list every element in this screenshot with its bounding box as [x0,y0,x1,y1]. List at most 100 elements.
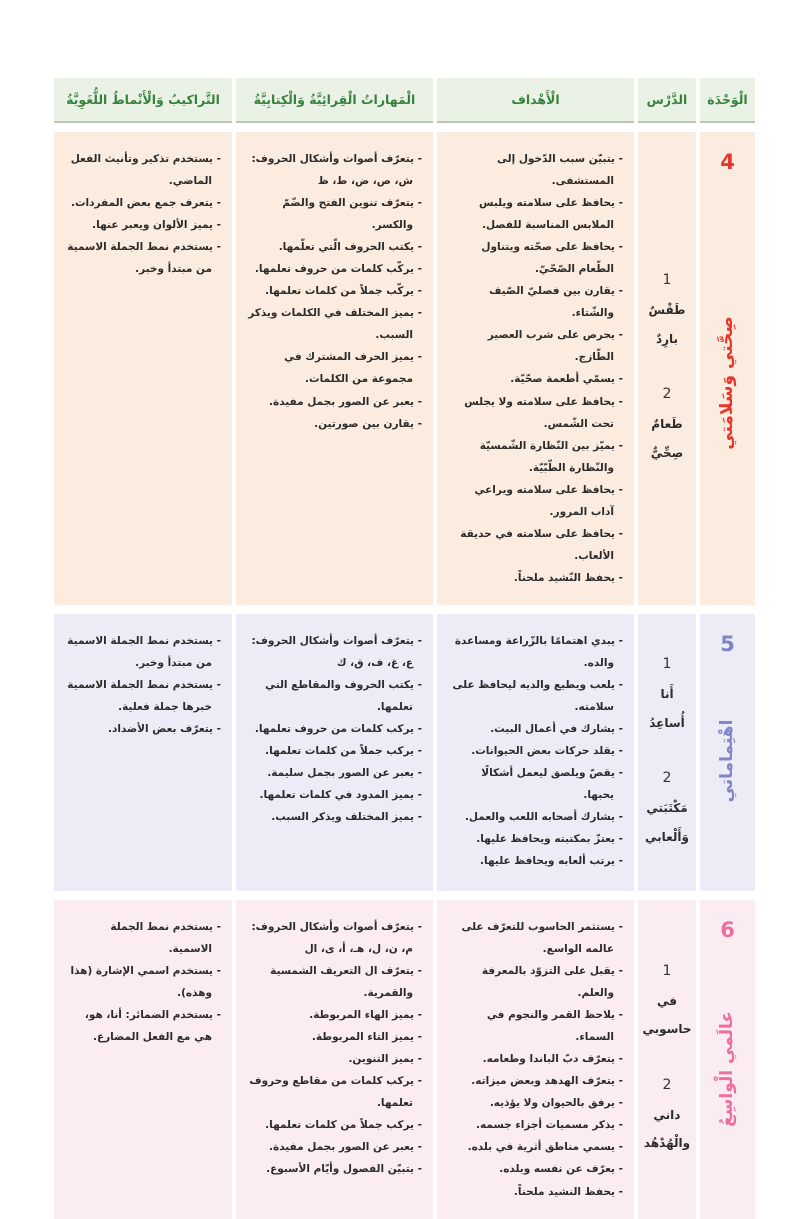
skill-item: يميز المختلف في الكلمات ويذكر السبب. [247,302,422,346]
unit-title: اهْتِماماتي [716,719,737,803]
lesson: 1 في حاسوبي [642,960,692,1044]
lesson-number: 1 [662,656,672,673]
unit-title: عالَمي الْواسِعُ [716,1010,737,1127]
unit-title: صِحَّتي وَسَلامَتي [716,315,737,450]
lesson-title: في حاسوبي [642,993,692,1037]
objective-item: يقلد حركات بعض الحيوانات. [448,740,623,762]
skill-item: يركب كلمات من حروف تعلمها. [247,718,422,740]
structure-item: يستخدم اسمي الإشارة (هذا وهذه). [65,960,221,1004]
skill-item: يعبر عن الصور بجمل مفيدة. [247,391,422,413]
lesson-title: مَكْتَبَتي وَأَلْعابي [644,800,689,844]
lesson-title: طَقْسٌ بارِدٌ [648,302,686,346]
skill-item: يتعرّف أصوات وأشكال الحروف: ع، غ، ف، ق، … [247,630,422,674]
curriculum-table: الْوَحْدَة الدَّرْس الْأَهْداف الْمَهارا… [54,78,755,1219]
skills-cell: يتعرّف أصوات وأشكال الحروف: ش، ص، ض، ط، … [236,132,433,605]
objective-item: يذكر مسميات أجزاء جسمه. [448,1114,623,1136]
unit-number: 6 [720,917,735,942]
structure-item: يستخدم نمط الجملة الاسمية. [65,916,221,960]
header-skills: الْمَهاراتُ الْقِرائِيَّةُ وَالْكِتابِيَ… [236,78,433,123]
skill-item: يركّب جملاً من كلمات تعلمها. [247,280,422,302]
skill-item: يميز الهاء المربوطة. [247,1004,422,1026]
skill-item: يتعرّف أصوات وأشكال الحروف: م، ن، ل، هـ،… [247,916,422,960]
lesson-cell: 1 في حاسوبي 2 داني والْهُدْهُد [638,899,696,1219]
objective-item: يبدي اهتمامًا بالزّراعة ومساعدة والده. [448,630,623,674]
unit-number: 4 [720,150,735,174]
objective-item: يسمّي أطعمة صحّيّة. [448,368,623,390]
lesson-title: أَنا أُساعِدُ [649,686,685,730]
objective-item: يحافظ على سلامته في حديقة الألعاب. [448,523,623,567]
lesson: 1 طَقْسٌ بارِدٌ [642,269,692,353]
structure-item: يستخدم نمط الجملة الاسمية من مبتدأ وخبر. [65,236,221,280]
skill-item: يكتب الحروف والمقاطع التي تعلمها. [247,674,422,718]
lesson-number: 1 [662,963,672,980]
unit-cell: 5 اهْتِماماتي [700,613,755,891]
objective-item: يحافظ على سلامته ولا يجلس تحت الشّمس. [448,391,623,435]
lesson-number: 2 [662,386,672,403]
objective-item: يلاحظ القمر والنجوم في السماء. [448,1004,623,1048]
structure-item: يستخدم تذكير وتأنيث الفعل الماضي. [65,148,221,192]
skill-item: يميز التنوين. [247,1048,422,1070]
unit-cell: 6 عالَمي الْواسِعُ [700,899,755,1219]
skill-item: يميز المختلف ويذكر السبب. [247,806,422,828]
structures-cell: يستخدم نمط الجملة الاسمية.يستخدم اسمي ال… [54,899,232,1219]
objective-item: يحفظ النّشيد ملحناً. [448,567,623,589]
objective-item: يشارك في أعمال البيت. [448,718,623,740]
lesson: 2 داني والْهُدْهُد [642,1074,692,1158]
skill-item: يكتب الحروف الّتي تعلّمها. [247,236,422,258]
lesson-title: طَعامٌ صِحِّيٌّ [650,416,684,460]
skill-item: يركب جملاً من كلمات تعلمها. [247,1114,422,1136]
objective-item: يقصّ ويلصق ليعمل أشكالًا يحبها. [448,762,623,806]
unit-number: 5 [720,631,735,656]
structures-cell: يستخدم تذكير وتأنيث الفعل الماضي.يتعرف ج… [54,132,232,605]
objective-item: يتعرّف الهدهد وبعض ميزاته. [448,1070,623,1092]
objective-item: يلعب ويطيع والديه ليحافظ على سلامته. [448,674,623,718]
skill-item: يعبر عن الصور بجمل سليمة. [247,762,422,784]
skill-item: يتبيّن الفصول وأيّام الأسبوع. [247,1158,422,1180]
objective-item: يعرّف عن نفسه وبلده. [448,1158,623,1180]
objective-item: يميّز بين النّظارة الشّمسيّة والنّظارة ا… [448,435,623,479]
lesson-cell: 1 طَقْسٌ بارِدٌ 2 طَعامٌ صِحِّيٌّ [638,132,696,605]
skill-item: يتعرّف تنوين الفتح والضّمّ والكسر. [247,192,422,236]
skill-item: يميز الحرف المشترك في مجموعة من الكلمات. [247,346,422,390]
header-objectives: الْأَهْداف [437,78,634,123]
objective-item: يقارن بين فصليّ الصّيف والشّتاء. [448,280,623,324]
objective-item: يحرص على شرب العصير الطّازج. [448,324,623,368]
objective-item: يسمي مناطق أثرية في بلده. [448,1136,623,1158]
structure-item: يستخدم نمط الجملة الاسمية خبرها جملة فعل… [65,674,221,718]
skill-item: يعبر عن الصور بجمل مفيدة. [247,1136,422,1158]
lesson-number: 1 [662,272,672,289]
skill-item: يركب جملاً من كلمات تعلمها. [247,740,422,762]
structure-item: يستخدم الضمائر: أنا، هو، هي مع الفعل الم… [65,1004,221,1048]
skill-item: يتعرّف أصوات وأشكال الحروف: ش، ص، ض، ط، … [247,148,422,192]
objective-item: يتعرّف دبّ الباندا وطعامه. [448,1048,623,1070]
structure-item: يتعرّف بعض الأضداد. [65,718,221,740]
objective-item: يحافظ على سلامته ويلبس الملابس المناسبة … [448,192,623,236]
objectives-cell: يبدي اهتمامًا بالزّراعة ومساعدة والده.يل… [437,613,634,891]
objectives-cell: يتبيّن سبب الدّخول إلى المستشفى.يحافظ عل… [437,132,634,605]
structure-item: يميز الألوان ويعبر عنها. [65,214,221,236]
objective-item: يستثمر الحاسوب للتعرّف على عالمه الواسع. [448,916,623,960]
objective-item: يقبل على التزوّد بالمعرفة والعلم. [448,960,623,1004]
objective-item: يعتزّ بمكتبته ويحافظ عليها. [448,828,623,850]
header-unit: الْوَحْدَة [700,78,755,123]
structure-item: يتعرف جمع بعض المفردات. [65,192,221,214]
objective-item: يتبيّن سبب الدّخول إلى المستشفى. [448,148,623,192]
lesson: 2 طَعامٌ صِحِّيٌّ [642,383,692,467]
lesson-cell: 1 أَنا أُساعِدُ 2 مَكْتَبَتي وَأَلْعابي [638,613,696,891]
skill-item: يركب كلمات من مقاطع وحروف تعلمها. [247,1070,422,1114]
lesson-number: 2 [662,770,672,787]
objective-item: يحفظ النشيد ملحناً. [448,1181,623,1203]
header-structures: التَّراكيبُ وَالْأَنْماطُ اللُّغَوِيَّةُ [54,78,232,123]
objective-item: يرفق بالحيوان ولا يؤذيه. [448,1092,623,1114]
structures-cell: يستخدم نمط الجملة الاسمية من مبتدأ وخبر.… [54,613,232,891]
lesson: 2 مَكْتَبَتي وَأَلْعابي [642,767,692,851]
skill-item: يقارن بين صورتين. [247,413,422,435]
objective-item: يشارك أصحابه اللعب والعمل. [448,806,623,828]
skills-cell: يتعرّف أصوات وأشكال الحروف: ع، غ، ف، ق، … [236,613,433,891]
skill-item: يركّب كلمات من حروف تعلمها. [247,258,422,280]
objective-item: يحافظ على صحّته ويتناول الطّعام الصّحّيّ… [448,236,623,280]
skill-item: يميز المدود في كلمات تعلمها. [247,784,422,806]
lesson: 1 أَنا أُساعِدُ [642,653,692,737]
skill-item: يتعرّف ال التعريف الشمسية والقمرية. [247,960,422,1004]
header-lesson: الدَّرْس [638,78,696,123]
